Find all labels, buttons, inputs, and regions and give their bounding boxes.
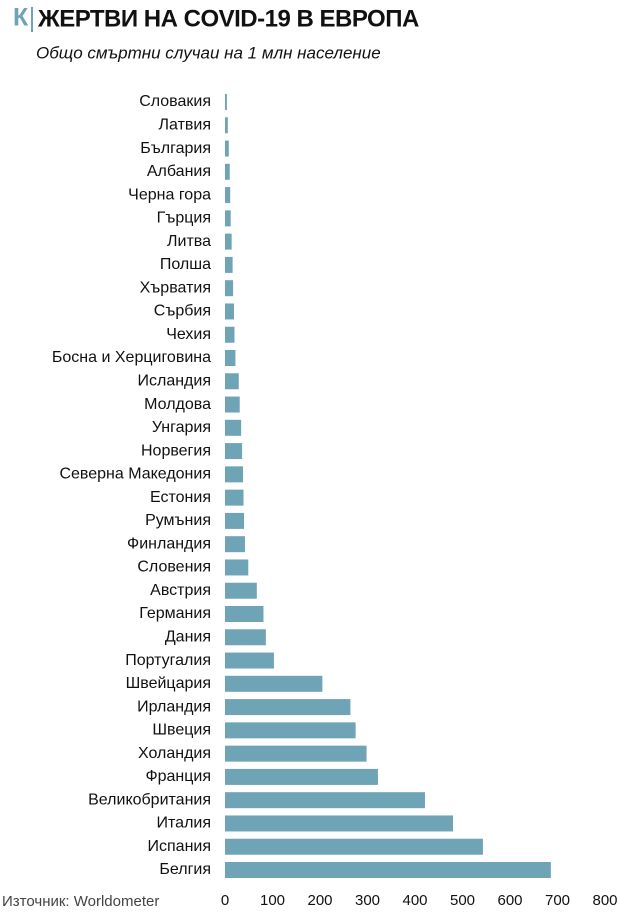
bar (225, 512, 244, 529)
y-tick-label: Полша (160, 256, 211, 273)
x-tick-label: 700 (545, 892, 570, 909)
bar (225, 582, 257, 599)
y-tick-label: Албания (147, 163, 211, 180)
x-tick-label: 400 (402, 892, 427, 909)
bar (225, 210, 231, 227)
x-tick-label: 0 (221, 892, 229, 909)
y-tick-label: Франция (145, 768, 211, 785)
y-tick-label: Босна и Херциговина (52, 349, 211, 366)
bar (225, 629, 266, 646)
bar (225, 699, 351, 716)
bar (225, 815, 453, 832)
bar (225, 652, 274, 669)
bar (225, 163, 230, 180)
chart-title: ЖЕРТВИ НА COVID-19 В ЕВРОПА (37, 5, 419, 32)
y-tick-label: Швеция (152, 722, 211, 739)
y-tick-label: Швейцария (126, 675, 211, 692)
logo: К (13, 4, 29, 32)
bar (225, 722, 356, 739)
y-tick-label: Гърция (157, 210, 211, 227)
y-tick-label: Словакия (139, 93, 211, 110)
bar (225, 489, 244, 506)
y-tick-label: Финландия (127, 535, 211, 552)
bar (225, 233, 232, 250)
y-tick-label: Сърбия (154, 303, 211, 320)
chart-subtitle: Общо смъртни случаи на 1 млн население (36, 43, 381, 62)
y-tick-label: Черна гора (128, 186, 211, 203)
y-tick-label: Унгария (152, 419, 211, 436)
bar (225, 559, 249, 576)
y-tick-label: Латвия (159, 116, 211, 133)
bar (225, 117, 228, 134)
bar (225, 838, 483, 855)
y-tick-label: Ирландия (137, 698, 211, 715)
bar (225, 792, 425, 809)
y-tick-label: Норвегия (141, 442, 211, 459)
bar (225, 373, 239, 390)
y-tick-label: Исландия (137, 372, 211, 389)
y-tick-label: Чехия (166, 326, 211, 343)
y-tick-label: Испания (148, 838, 212, 855)
y-tick-label: Литва (167, 233, 211, 250)
y-tick-label: Северна Македония (59, 466, 211, 483)
x-tick-label: 200 (307, 892, 332, 909)
bar (225, 326, 235, 343)
y-tick-label: Италия (157, 815, 211, 832)
y-tick-label: Молдова (144, 396, 211, 413)
bar (225, 419, 242, 436)
bar (225, 256, 233, 273)
bar (225, 606, 264, 622)
source: Източник: Worldometer (2, 893, 159, 910)
x-tick-label: 300 (355, 892, 380, 909)
bar (225, 187, 231, 204)
x-tick-label: 600 (497, 892, 522, 909)
bar (225, 350, 236, 366)
x-tick-label: 800 (592, 892, 617, 909)
bar (225, 443, 243, 460)
bar (225, 536, 245, 553)
y-tick-label: Естония (150, 489, 211, 506)
y-tick-label: Румъния (145, 512, 211, 529)
bar (225, 675, 323, 692)
bar (225, 140, 229, 157)
y-tick-label: Словения (137, 559, 211, 576)
bar (225, 862, 551, 878)
y-tick-label: Германия (139, 605, 211, 622)
y-tick-label: България (140, 140, 211, 157)
y-tick-label: Великобритания (88, 791, 211, 808)
y-tick-label: Холандия (138, 745, 211, 762)
y-tick-label: Белгия (159, 861, 211, 878)
bar (225, 94, 227, 110)
y-tick-label: Хърватия (140, 279, 211, 296)
x-tick-label: 100 (260, 892, 285, 909)
bar (225, 768, 378, 785)
y-tick-label: Португалия (125, 652, 211, 669)
bar (225, 303, 235, 320)
bar (225, 396, 240, 413)
bar (225, 280, 234, 297)
bar (225, 745, 367, 762)
bar (225, 466, 244, 483)
y-tick-label: Дания (165, 628, 211, 645)
y-tick-label: Австрия (150, 582, 211, 599)
x-tick-label: 500 (450, 892, 475, 909)
